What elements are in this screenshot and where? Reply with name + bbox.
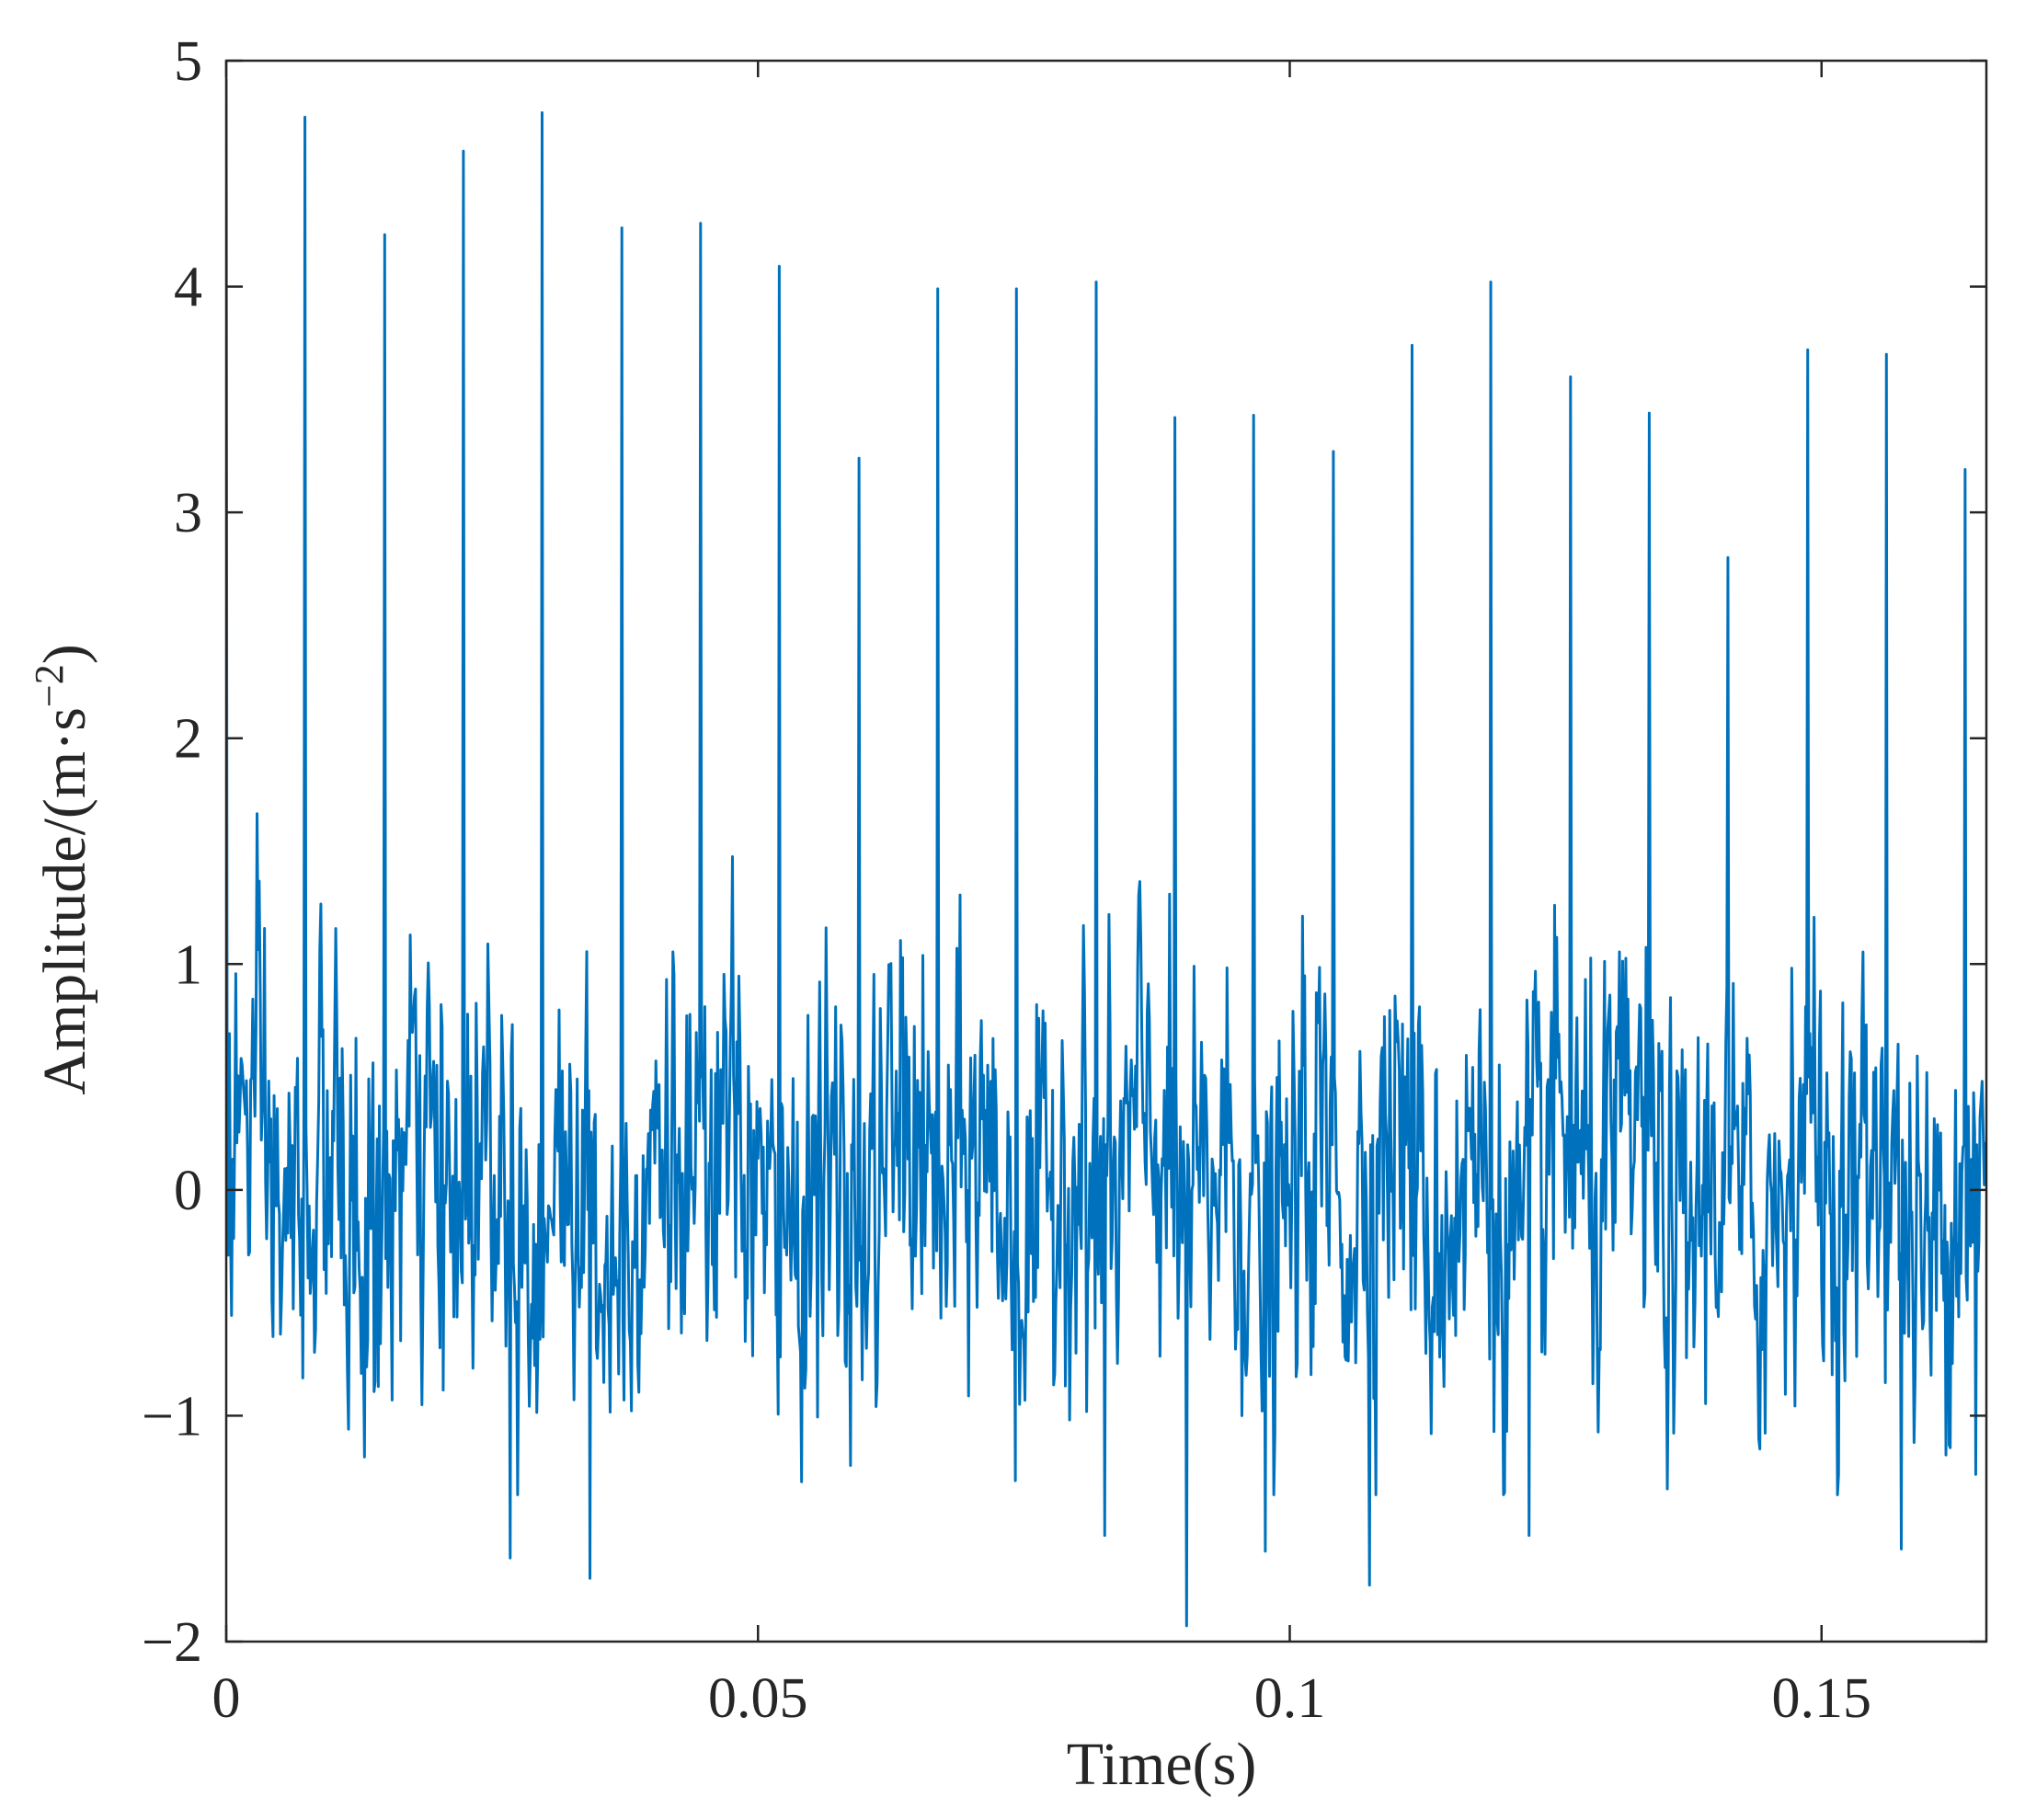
y-tick-label: −1 (142, 1385, 202, 1448)
y-tick-label: 5 (174, 30, 202, 93)
y-axis-title-close: ) (31, 644, 98, 664)
y-axis-title-exponent: −2 (27, 664, 72, 707)
y-tick-label: 0 (174, 1160, 202, 1222)
axes-frame (224, 59, 1988, 1643)
y-axis-title: Amplitude/(m·s−2) (27, 644, 98, 1094)
series-line-acceleration-signal (226, 78, 1986, 1628)
x-tick-label: 0.15 (1771, 1667, 1871, 1730)
y-tick-label: 3 (174, 482, 202, 544)
x-tick-label: 0.05 (708, 1667, 808, 1730)
x-tick-label: 0.1 (1254, 1667, 1326, 1730)
x-axis-title: Time(s) (1067, 1731, 1257, 1798)
y-tick-labels: −2 −1 0 1 2 3 4 5 (142, 30, 202, 1674)
plot-area (226, 78, 1986, 1628)
y-axis-title-main: Amplitude/(m·s (31, 707, 98, 1095)
y-tick-label: −2 (142, 1611, 202, 1674)
x-tick-label: 0 (212, 1667, 241, 1730)
y-tick-label: 2 (174, 708, 202, 771)
y-tick-label: 1 (174, 933, 202, 996)
x-tick-labels: 0 0.05 0.1 0.15 (212, 1667, 1871, 1730)
y-tick-label: 4 (174, 257, 202, 319)
